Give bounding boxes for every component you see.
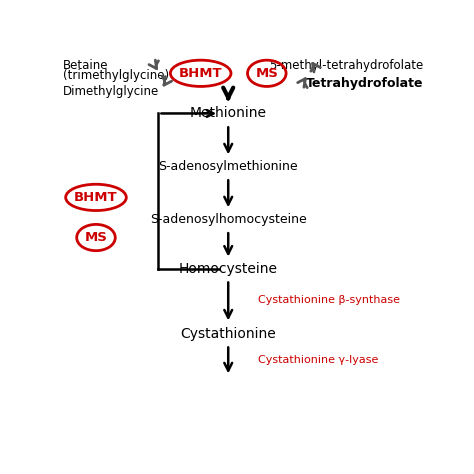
Text: BHMT: BHMT (74, 191, 118, 204)
Text: Betaine: Betaine (63, 59, 109, 72)
Text: S-adenosylhomocysteine: S-adenosylhomocysteine (150, 213, 307, 226)
Text: Cystathionine γ-lyase: Cystathionine γ-lyase (258, 355, 378, 365)
Text: MS: MS (255, 67, 278, 80)
Text: Homocysteine: Homocysteine (179, 262, 278, 275)
Text: Cystathionine: Cystathionine (180, 327, 276, 341)
Text: 5-methyl-tetrahydrofolate: 5-methyl-tetrahydrofolate (269, 59, 423, 72)
Text: BHMT: BHMT (179, 67, 222, 80)
Text: Tetrahydrofolate: Tetrahydrofolate (305, 77, 423, 90)
Text: Dimethylglycine: Dimethylglycine (63, 85, 159, 98)
Text: S-adenosylmethionine: S-adenosylmethionine (158, 160, 298, 173)
Text: MS: MS (84, 231, 108, 244)
Text: (trimethylglycine): (trimethylglycine) (63, 69, 169, 82)
Text: Cystathionine β-synthase: Cystathionine β-synthase (258, 295, 400, 305)
Text: Methionine: Methionine (190, 107, 267, 120)
